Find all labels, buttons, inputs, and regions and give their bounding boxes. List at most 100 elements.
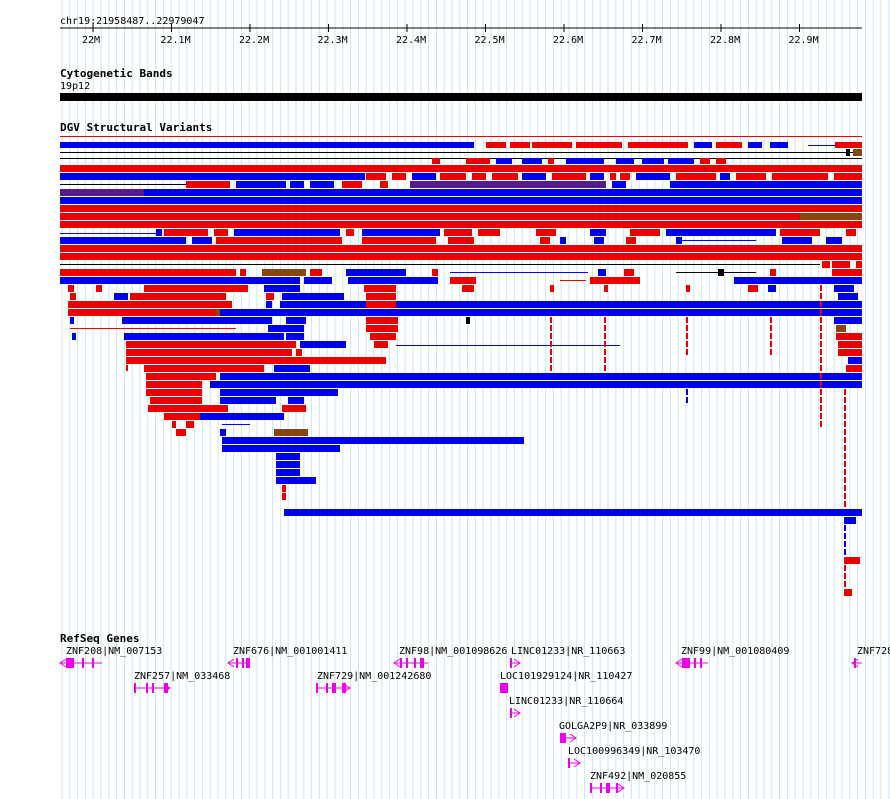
gene-exon (420, 658, 424, 668)
variant-bar (220, 397, 276, 404)
variant-bar (820, 285, 822, 291)
variant-bar (604, 349, 606, 355)
gene-exon (560, 733, 566, 743)
variant-bar (126, 357, 128, 363)
variant-bar (844, 477, 846, 483)
variant-bar (686, 341, 688, 347)
gene-znf99 (675, 658, 708, 668)
variant-bar (598, 269, 606, 276)
variant-bar (820, 373, 822, 379)
variant-bar (432, 158, 440, 164)
variant-bar (628, 142, 688, 148)
variant-bar (548, 158, 554, 164)
variant-bar (856, 261, 862, 268)
ruler-tick-label: 22.8M (710, 35, 741, 46)
variant-bar (604, 285, 608, 292)
variant-bar (342, 181, 362, 188)
variant-bar (844, 429, 846, 435)
gene-exon (82, 658, 84, 668)
variant-bar (844, 541, 846, 547)
variant-bar (820, 349, 822, 355)
gene-exon (694, 658, 696, 668)
variant-bar (60, 253, 862, 260)
variant-bar (532, 142, 572, 148)
variant-bar (844, 589, 852, 596)
variant-bar (718, 269, 724, 276)
variant-bar (820, 413, 822, 419)
gene-strand-arrow (617, 783, 625, 793)
gene-label-linc01233-a: LINC01233|NR_110663 (511, 646, 626, 657)
variant-bar (820, 317, 822, 323)
ruler-tick-label: 22.7M (631, 35, 662, 46)
variant-bar (240, 269, 246, 276)
variant-bar (348, 277, 438, 284)
variant-bar (96, 285, 102, 292)
gene-label-golga2p9: GOLGA2P9|NR_033899 (559, 721, 668, 732)
variant-bar (366, 317, 398, 324)
variant-bar (220, 429, 226, 436)
variant-bar (68, 285, 74, 292)
gene-exon (332, 683, 336, 693)
variant-bar (836, 325, 846, 332)
variant-bar (736, 173, 766, 180)
variant-bar (770, 142, 788, 148)
variant-bar (838, 293, 858, 300)
gene-exon (414, 658, 416, 668)
gene-exon (510, 658, 512, 668)
variant-bar (374, 341, 388, 348)
variant-bar (846, 365, 862, 372)
gene-znf728 (851, 658, 862, 668)
variant-bar (370, 333, 396, 340)
variant-bar (686, 349, 688, 355)
variant-bar (844, 565, 846, 571)
gene-exon (510, 708, 512, 718)
variant-bar (146, 389, 202, 396)
variant-bar (768, 285, 776, 292)
gene-label-znf729: ZNF729|NM_001242680 (317, 671, 432, 682)
variant-bar (838, 341, 862, 348)
variant-bar (444, 229, 472, 236)
gene-exon (92, 658, 94, 668)
variant-bar (450, 277, 476, 284)
cytoband-track-title[interactable]: Cytogenetic Bands (60, 67, 173, 80)
variant-bar (844, 405, 846, 411)
variant-bar (186, 421, 194, 428)
variant-bar (440, 173, 466, 180)
variant-bar (626, 237, 636, 244)
variant-bar (844, 493, 846, 499)
cytoband-bar[interactable] (60, 93, 862, 101)
gene-strand-arrow (569, 733, 577, 743)
variant-bar (590, 277, 640, 284)
variant-bar (410, 181, 606, 188)
gene-strand-arrow (573, 758, 581, 768)
variant-bar (576, 142, 622, 148)
variant-bar (144, 285, 248, 292)
variant-bar (290, 181, 304, 188)
variant-bar (666, 229, 776, 236)
variant-bar (60, 165, 862, 172)
variant-bar (820, 365, 822, 371)
ruler-tick-label: 22M (82, 35, 101, 46)
variant-bar (70, 293, 76, 300)
variant-bar (274, 429, 308, 436)
variant-bar (496, 158, 512, 164)
variant-bar (716, 142, 742, 148)
variant-bar (288, 397, 304, 404)
dgv-track-title[interactable]: DGV Structural Variants (60, 121, 213, 134)
variant-bar (274, 365, 310, 372)
variant-bar (412, 173, 436, 180)
variant-bar (284, 509, 862, 516)
variant-bar (670, 181, 862, 188)
variant-bar (820, 405, 822, 411)
variant-bar (72, 333, 76, 340)
variant-bar (220, 389, 338, 396)
variant-bar (60, 221, 862, 228)
ruler-tick-label: 22.9M (788, 35, 819, 46)
refseq-track-title[interactable]: RefSeq Genes (60, 632, 140, 645)
variant-bar (114, 293, 128, 300)
ruler[interactable] (0, 24, 890, 48)
variant-bar (832, 269, 862, 276)
